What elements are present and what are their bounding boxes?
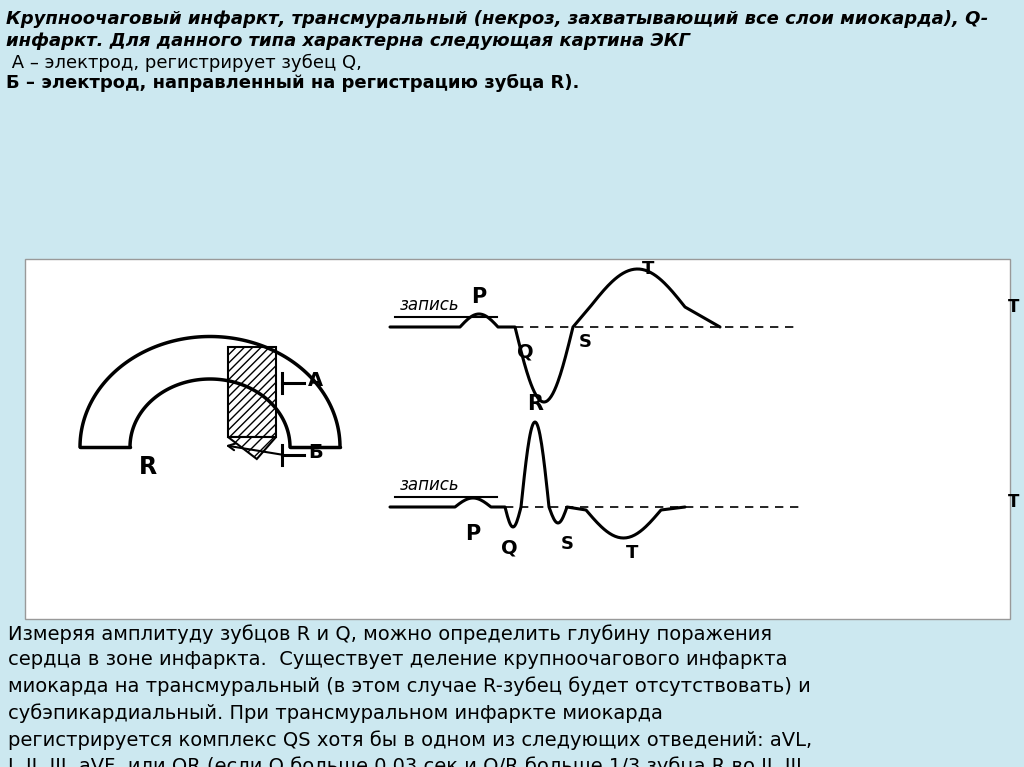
Text: Q: Q <box>517 342 534 361</box>
Text: T: T <box>1008 493 1019 511</box>
Text: Б: Б <box>308 443 323 463</box>
Text: Измеряя амплитуду зубцов R и Q, можно определить глубину поражения
сердца в зоне: Измеряя амплитуду зубцов R и Q, можно оп… <box>8 624 812 767</box>
Bar <box>228 347 276 437</box>
Text: инфаркт. Для данного типа характерна следующая картина ЭКГ: инфаркт. Для данного типа характерна сле… <box>6 32 690 50</box>
Text: S: S <box>579 333 592 351</box>
Text: R: R <box>139 455 157 479</box>
Text: S: S <box>561 535 574 553</box>
Text: R: R <box>527 394 543 414</box>
Text: запись: запись <box>400 476 460 494</box>
Text: T: T <box>642 260 654 278</box>
Text: Б – электрод, направленный на регистрацию зубца R).: Б – электрод, направленный на регистраци… <box>6 74 580 92</box>
Text: А – электрод, регистрирует зубец Q,: А – электрод, регистрирует зубец Q, <box>6 54 361 72</box>
Polygon shape <box>228 437 276 459</box>
Text: Крупноочаговый инфаркт, трансмуральный (некроз, захватывающий все слои миокарда): Крупноочаговый инфаркт, трансмуральный (… <box>6 10 988 28</box>
Text: T: T <box>1008 298 1019 316</box>
Text: P: P <box>465 524 480 544</box>
Text: T: T <box>626 544 638 562</box>
Bar <box>25 259 1010 619</box>
Text: запись: запись <box>400 296 460 314</box>
Text: А: А <box>308 371 324 390</box>
Text: P: P <box>471 287 486 307</box>
Text: Q: Q <box>501 539 517 558</box>
